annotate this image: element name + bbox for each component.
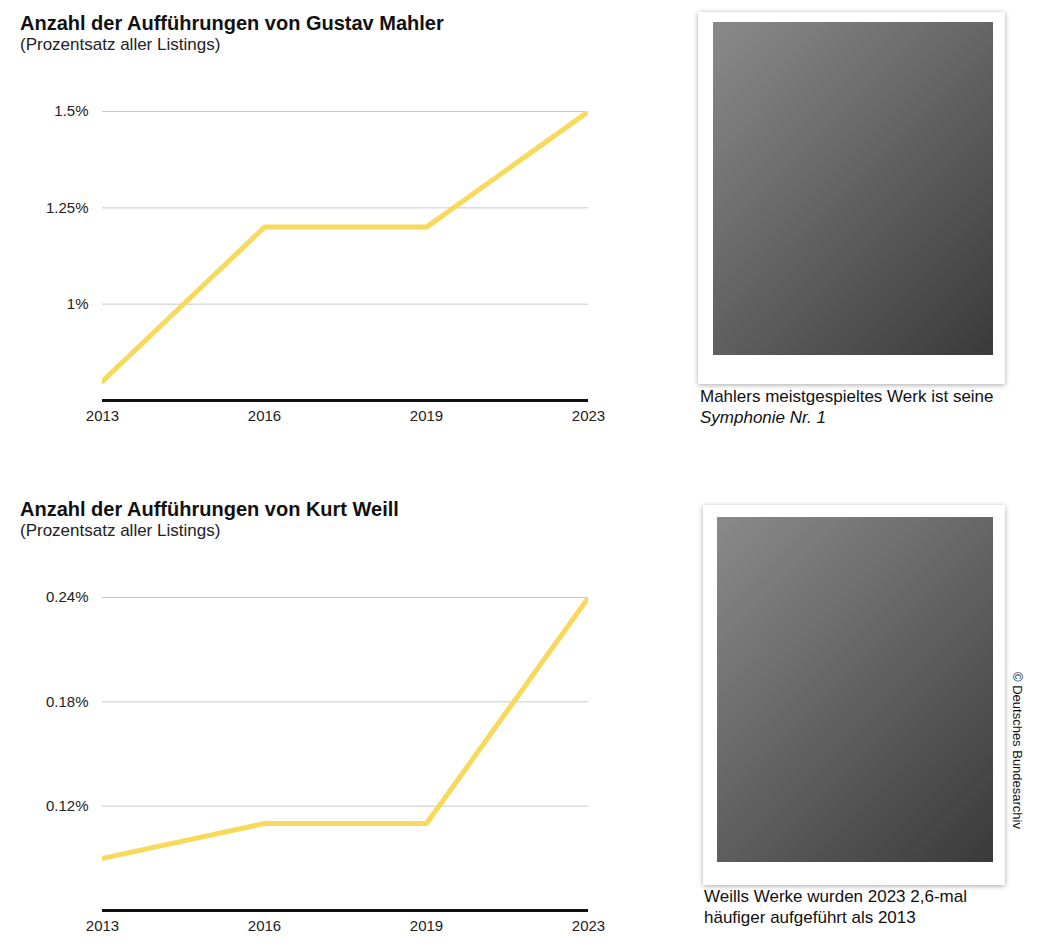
svg-text:2013: 2013: [86, 917, 119, 934]
html-text:Anzahl der Aufführungen von Ku: Anzahl der Aufführungen von Kurt Weill: [20, 498, 399, 520]
svg-text:0.18%: 0.18%: [46, 693, 89, 710]
svg-text:2019: 2019: [410, 917, 443, 934]
html-text:Mahlers meistgespieltes Werk i: Mahlers meistgespieltes Werk ist seine: [700, 387, 994, 406]
html-text:(Prozentsatz aller Listings): (Prozentsatz aller Listings): [20, 521, 221, 540]
svg-text:2019: 2019: [410, 407, 443, 424]
svg-text:1.25%: 1.25%: [46, 199, 89, 216]
svg-text:0.12%: 0.12%: [46, 797, 89, 814]
svg-text:2013: 2013: [86, 407, 119, 424]
svg-text:0.24%: 0.24%: [46, 588, 89, 605]
svg-text:2016: 2016: [248, 407, 281, 424]
html-text:Anzahl der Aufführungen von Gu: Anzahl der Aufführungen von Gustav Mahle…: [20, 12, 444, 34]
html-text:Weills Werke wurden 2023 2,6-m: Weills Werke wurden 2023 2,6-mal häufige…: [704, 887, 967, 927]
svg-text:2023: 2023: [572, 407, 605, 424]
svg-text:1%: 1%: [67, 295, 89, 312]
html-text:© Deutsches Bundesarchiv: © Deutsches Bundesarchiv: [1010, 672, 1025, 829]
svg-text:2023: 2023: [572, 917, 605, 934]
svg-text:2016: 2016: [248, 917, 281, 934]
svg-text:1.5%: 1.5%: [54, 102, 88, 119]
html-text:Symphonie Nr. 1: Symphonie Nr. 1: [700, 408, 826, 427]
html-text:(Prozentsatz aller Listings): (Prozentsatz aller Listings): [20, 35, 221, 54]
